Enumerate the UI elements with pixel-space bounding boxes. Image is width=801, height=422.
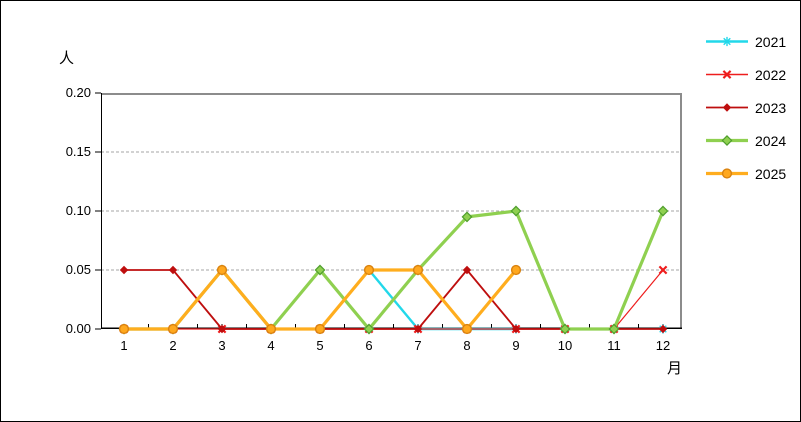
y-tick-label: 0.15 [65,144,91,159]
legend-swatch-2021 [706,36,748,47]
data-point-marker-2025 [167,323,179,335]
data-point-marker-2025 [118,323,130,335]
legend-label: 2025 [755,165,787,182]
legend-label: 2021 [755,33,787,50]
data-point-marker-2024 [363,323,375,335]
x-axis-title: 月 [667,360,683,377]
y-tick-label: 0.20 [65,85,91,100]
plot-area [95,92,682,335]
x-tick-label: 6 [365,338,373,353]
data-point-marker-2023 [168,265,178,275]
data-point-marker-2024 [461,211,473,223]
legend-label: 2023 [755,99,787,116]
x-tick-label: 12 [655,338,671,353]
data-point-marker-2025 [412,264,424,276]
data-point-marker-2023 [722,103,732,112]
x-tick-label: 2 [169,338,177,353]
data-point-marker-2025 [510,264,522,276]
x-tick-label: 9 [512,338,520,353]
legend-label: 2022 [755,66,787,83]
legend-item-2021: 2021 [705,25,786,58]
y-axis-title: 人 [59,50,75,67]
data-point-marker-2022 [722,70,732,79]
data-point-marker-2025 [461,323,473,335]
x-tick-label: 7 [414,338,422,353]
x-tick-label: 3 [218,338,226,353]
data-point-marker-2025 [265,323,277,335]
legend-item-2024: 2024 [705,124,786,157]
x-tick-label: 5 [316,338,324,353]
legend-item-2023: 2023 [705,91,786,124]
data-point-marker-2023 [119,265,129,275]
x-tick-label: 11 [607,338,621,353]
data-point-marker-2023 [511,324,521,334]
data-point-marker-2025 [216,264,228,276]
y-tick-label: 0.00 [65,321,91,336]
legend-swatch-2023 [706,103,748,112]
data-point-marker-2022 [658,265,668,275]
legend-label: 2024 [755,132,787,149]
legend: 2021 2022 2023 2024 2025 [705,25,786,190]
series-line-2021 [318,268,518,331]
data-point-marker-2025 [314,323,326,335]
data-point-marker-2024 [314,264,326,276]
y-tick-label: 0.10 [65,203,91,218]
x-tick-label: 1 [120,338,128,353]
legend-swatch-2022 [706,70,748,79]
data-point-marker-2025 [721,168,733,179]
data-point-marker-2024 [510,205,522,217]
data-point-marker-2021 [723,36,731,47]
data-point-marker-2024 [657,205,669,217]
legend-swatch-2025 [706,168,748,179]
x-tick-label: 4 [267,338,275,353]
data-point-marker-2023 [658,324,668,334]
x-tick-label: 8 [463,338,471,353]
data-point-marker-2023 [413,324,423,334]
data-point-marker-2023 [217,324,227,334]
legend-item-2025: 2025 [705,157,786,190]
legend-swatch-2024 [706,135,748,146]
legend-item-2022: 2022 [705,58,786,91]
data-point-marker-2023 [462,265,472,275]
data-point-marker-2024 [721,135,733,146]
y-tick-label: 0.05 [65,262,91,277]
data-point-marker-2024 [608,323,620,335]
data-point-marker-2025 [363,264,375,276]
x-tick-label: 10 [557,338,573,353]
series-line-2025 [122,268,518,331]
data-point-marker-2024 [559,323,571,335]
